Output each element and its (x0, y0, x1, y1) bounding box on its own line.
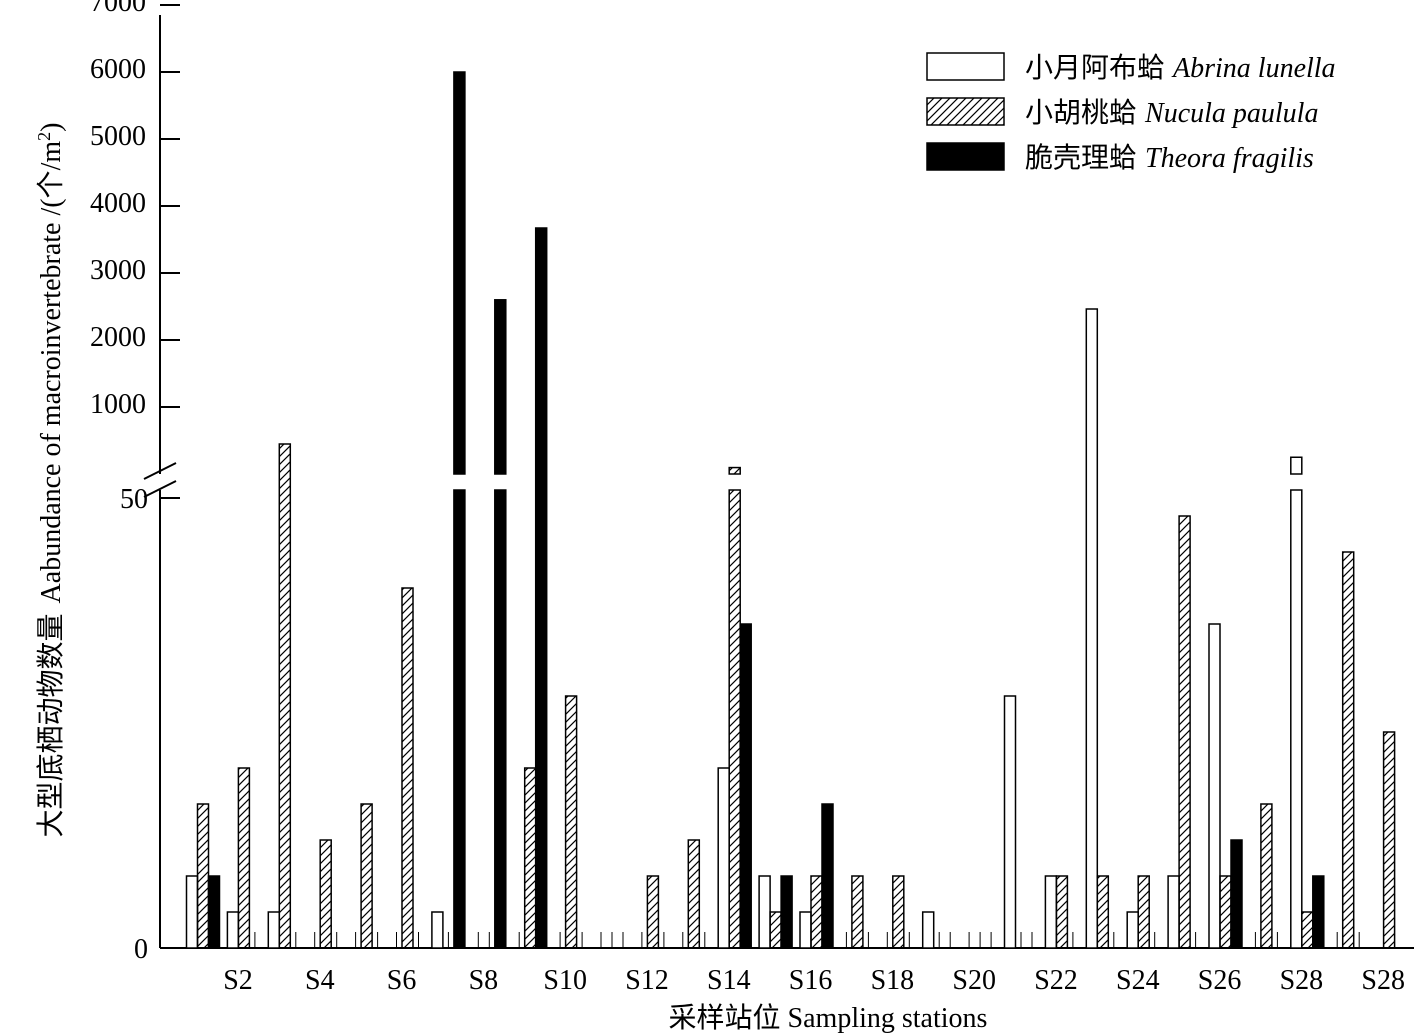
bar-nucula (646, 875, 660, 949)
bar-nucula (892, 875, 905, 949)
x-ticks: S2 S4 S6 S8 S10 S12 S14 S16 S18 S20 S22 S24 S26 S28 S2… (223, 965, 1405, 996)
bar-theora (207, 875, 221, 949)
y-ticks: 0 50 1000 2000 3000 4000 5000 6000 7000 (90, 0, 180, 965)
y-tick-label: 1000 (90, 389, 146, 420)
bar-nucula (237, 767, 251, 949)
bar-abrina (799, 911, 812, 949)
bar-abrina (717, 767, 730, 949)
bar-nucula (196, 803, 210, 949)
bar-nucula (687, 839, 701, 949)
bar-nucula (360, 803, 373, 949)
y-tick-label: 6000 (90, 54, 146, 85)
bar-nucula (769, 911, 782, 949)
y-tick-label: 3000 (90, 255, 146, 286)
bar-abrina (185, 875, 199, 949)
bar-nucula (1219, 875, 1232, 949)
y-tick-label: 50 (120, 484, 148, 515)
y-axis-title-unit-zh: 个 (36, 170, 67, 198)
x-tick-label: S10 (543, 965, 587, 996)
bar-nucula (851, 875, 864, 949)
x-tick-label: S4 (305, 965, 335, 996)
bar-nucula (523, 767, 537, 949)
bar-abrina (1290, 489, 1303, 949)
bar-theora (1230, 839, 1243, 949)
x-tick-label: S22 (1034, 965, 1078, 996)
y-tick-label: 0 (134, 934, 148, 965)
bar-nucula (728, 466, 741, 475)
y-axis-title-close: ) (36, 123, 67, 132)
y-tick-label: 4000 (90, 188, 146, 219)
y-axis-title-zh: 大型底栖动物数量 (35, 613, 67, 837)
x-tick-label: S16 (789, 965, 833, 996)
x-tick-label: S20 (952, 965, 996, 996)
bar-abrina (1003, 695, 1017, 949)
bar-nucula (810, 875, 823, 949)
bar-abrina (431, 911, 444, 949)
bar-abrina (267, 911, 281, 949)
x-tick-label: S28 (1361, 965, 1405, 996)
bar-nucula (1301, 911, 1314, 949)
bar-nucula (564, 695, 578, 949)
legend-swatch-nucula (926, 97, 1005, 126)
bar-theora (453, 489, 466, 949)
x-tick-label: S24 (1116, 965, 1160, 996)
bar-nucula (1096, 875, 1110, 949)
y-axis-title-unit-tail: /m (36, 141, 67, 171)
legend-swatch-abrina (926, 52, 1005, 81)
legend-label-abrina: 小月阿布蛤 Abrina lunella (1025, 52, 1336, 84)
x-tick-label: S26 (1198, 965, 1242, 996)
axis-break-mark-upper (143, 462, 177, 480)
y-axis-title-en: Aabundance of macroinvertebrate /( (36, 198, 67, 603)
x-tick-label: S18 (871, 965, 915, 996)
legend-label-nucula: 小胡桃蛤 Nucula paulula (1025, 97, 1318, 129)
x-tick-label: S28 (1280, 965, 1324, 996)
x-tick-label: S6 (387, 965, 417, 996)
bar-theora (821, 803, 834, 949)
axis-break-mark-lower (143, 480, 177, 498)
bar-theora (453, 71, 466, 475)
bar-abrina (1208, 623, 1221, 949)
x-tick-label: S2 (223, 965, 253, 996)
bar-theora (494, 489, 507, 949)
bar-abrina (1126, 911, 1139, 949)
legend-label-theora: 脆壳理蛤 Theora fragilis (1025, 142, 1314, 174)
bar-abrina (1290, 456, 1303, 475)
y-axis-title-unit-sup: 2 (34, 132, 54, 141)
bar-nucula (319, 839, 332, 949)
bar-nucula (1055, 875, 1069, 949)
bar-theora (494, 299, 507, 475)
x-tick-label: S12 (625, 965, 669, 996)
bar-nucula (401, 587, 414, 949)
bar-nucula (1382, 731, 1396, 949)
bar-nucula (278, 443, 292, 949)
x-axis-title: 采样站位 Sampling stations (669, 1002, 988, 1034)
bar-abrina (758, 875, 771, 949)
bar-abrina (1167, 875, 1180, 949)
legend: 小月阿布蛤 Abrina lunella 小胡桃蛤 Nucula paulula 脆… (926, 52, 1336, 174)
y-tick-label: 2000 (90, 322, 146, 353)
bar-theora (739, 623, 752, 949)
bar-nucula (1341, 551, 1355, 949)
bar-abrina (921, 911, 935, 949)
y-tick-label: 5000 (90, 121, 146, 152)
bar-abrina (1044, 875, 1058, 949)
bar-nucula (728, 489, 741, 949)
bar-theora (534, 227, 548, 949)
y-axis-title: 大型底栖动物数量 Aabundance of macroinvertebrate … (34, 123, 67, 838)
legend-swatch-theora (926, 142, 1005, 171)
bar-abrina (226, 911, 240, 949)
bar-nucula (1260, 803, 1273, 949)
bars (185, 71, 1396, 949)
x-tick-label: S14 (707, 965, 751, 996)
bar-theora (780, 875, 793, 949)
bar-abrina (1085, 308, 1099, 949)
y-tick-label: 7000 (90, 0, 146, 18)
x-tick-label: S8 (469, 965, 499, 996)
bar-nucula (1178, 515, 1191, 949)
bar-theora (1312, 875, 1325, 949)
bar-nucula (1137, 875, 1150, 949)
